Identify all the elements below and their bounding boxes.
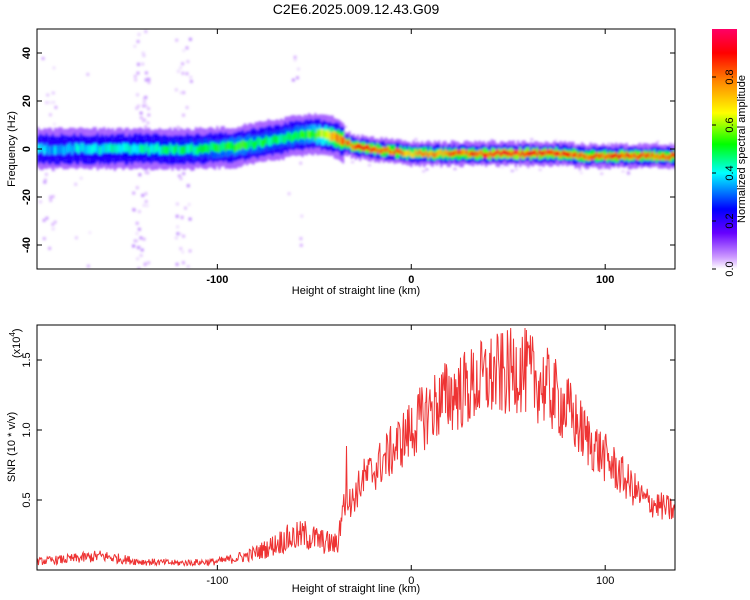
spectrogram-y-tick-label: 0 xyxy=(21,146,33,152)
colorbar: 0.0 0.2 0.4 0.6 0.8 Normalized spectral ampl… xyxy=(712,29,748,277)
spectrogram-y-tick-label: -40 xyxy=(21,237,33,253)
snr-y-axis: 0.5 1.0 1.5 xyxy=(21,352,675,508)
snr-x-tick-label: -100 xyxy=(206,575,228,587)
colorbar-tick-label: 0.0 xyxy=(724,261,736,276)
spectrogram-x-tick-label: -100 xyxy=(206,274,228,286)
colorbar-tick-label: 0.6 xyxy=(724,117,736,132)
spectrogram-heatmap xyxy=(37,30,675,269)
spectrogram-panel: -100 0 100 -40 -20 0 20 40 Height of straight … xyxy=(6,28,676,297)
snr-x-axis: -100 0 100 xyxy=(206,325,614,587)
colorbar-tick-label: 0.8 xyxy=(724,69,736,84)
snr-x-tick-label: 0 xyxy=(408,575,414,587)
spectrogram-y-label: Frequency (Hz) xyxy=(6,111,18,187)
colorbar-tick-label: 0.2 xyxy=(724,213,736,228)
colorbar-ticks: 0.0 0.2 0.4 0.6 0.8 xyxy=(712,69,736,277)
snr-frame xyxy=(36,324,676,571)
snr-y-tick-label: 0.5 xyxy=(21,492,33,507)
colorbar-scale xyxy=(712,29,737,269)
snr-y-tick-label: 1.5 xyxy=(21,352,33,367)
snr-scale-note-base: (x10 xyxy=(11,337,23,358)
spectrogram-x-tick-label: 100 xyxy=(596,274,614,286)
spectrogram-y-tick-label: 40 xyxy=(21,47,33,59)
svg-text:(x104): (x104) xyxy=(8,328,23,358)
colorbar-tick-label: 0.4 xyxy=(724,165,736,180)
spectrogram-y-tick-label: -20 xyxy=(21,189,33,205)
spectrogram-x-tick-label: 0 xyxy=(408,274,414,286)
snr-scale-note-exponent: 4 xyxy=(8,332,17,337)
spectrogram-y-axis: -40 -20 0 20 40 xyxy=(21,47,675,253)
figure-title: C2E6.2025.009.12.43.G09 xyxy=(273,1,440,17)
snr-y-label: SNR (10 * v/v) xyxy=(6,412,18,482)
snr-panel: -100 0 100 0.5 1.0 1.5 Height of straight li… xyxy=(6,324,676,595)
spectrogram-y-tick-label: 20 xyxy=(21,95,33,107)
snr-x-tick-label: 100 xyxy=(596,575,614,587)
snr-x-label: Height of straight line (km) xyxy=(292,583,420,595)
snr-scale-note: (x104) xyxy=(8,328,23,358)
spectrogram-x-label: Height of straight line (km) xyxy=(292,285,420,297)
snr-y-tick-label: 1.0 xyxy=(21,422,33,437)
colorbar-label: Normalized spectral amplitude xyxy=(736,75,748,223)
spectrogram-x-axis: -100 0 100 xyxy=(206,29,614,286)
snr-series-line xyxy=(37,327,675,567)
